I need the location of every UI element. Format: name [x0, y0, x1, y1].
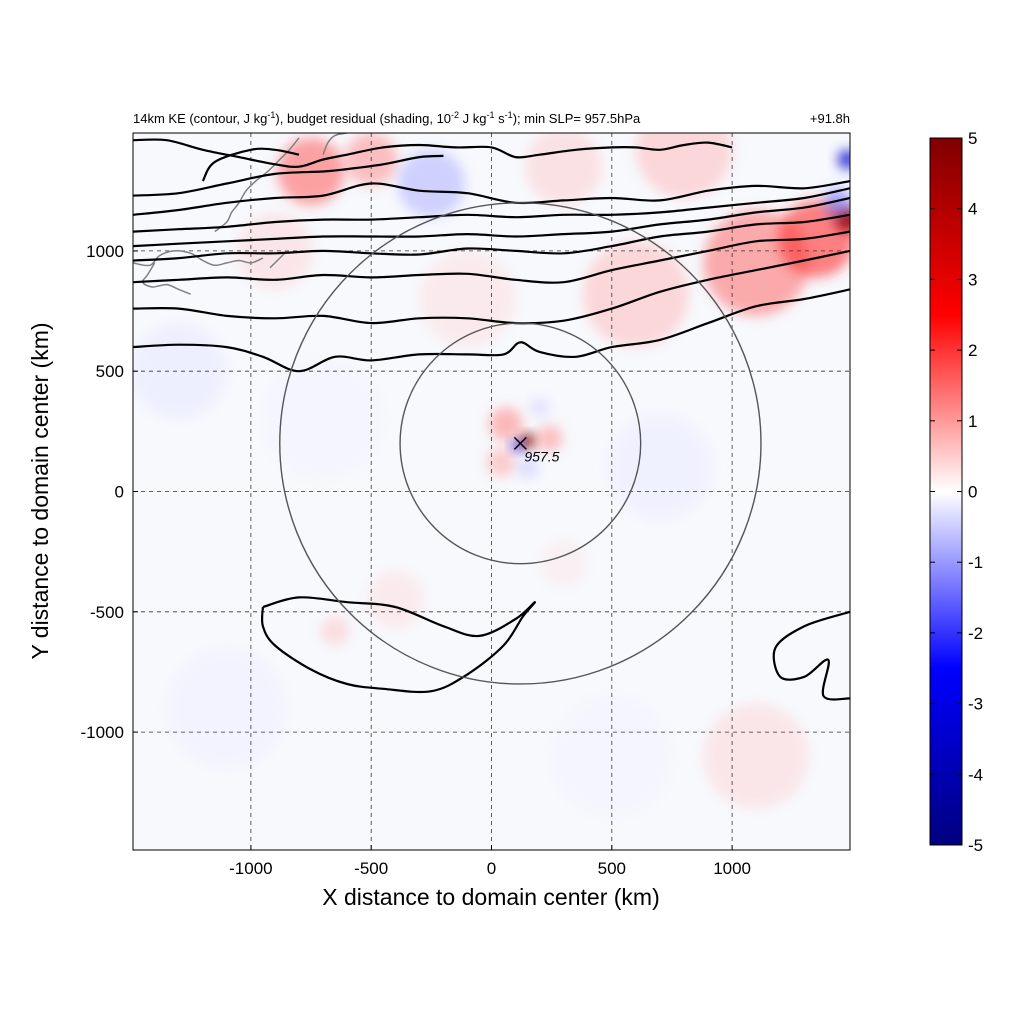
residual-spot — [489, 407, 523, 441]
colorbar-tick-label: 2 — [968, 341, 977, 360]
x-axis-label: X distance to domain center (km) — [322, 884, 659, 910]
colorbar-tick-label: 5 — [968, 129, 977, 148]
residual-spot — [133, 323, 227, 420]
y-tick-label: -1000 — [81, 723, 124, 742]
y-tick-label: 500 — [96, 362, 124, 381]
y-axis-ticks: -1000 -500 0 500 1000 — [81, 242, 138, 742]
residual-spot — [419, 250, 516, 348]
radius-circle — [279, 202, 762, 685]
y-axis-label: Y distance to domain center (km) — [27, 322, 53, 659]
x-axis-ticks: -1000 -500 0 500 1000 — [229, 845, 751, 878]
ke-contour-line — [133, 213, 850, 262]
ke-contour-line — [133, 180, 850, 216]
residual-spot — [236, 212, 314, 290]
residual-spot — [582, 241, 689, 348]
ke-contour-line — [133, 154, 444, 197]
residual-spot — [539, 539, 588, 588]
residual-spot — [486, 448, 516, 478]
residual-spot — [510, 439, 523, 452]
residual-spot — [703, 703, 810, 810]
ke-contour-closed — [260, 596, 536, 694]
ke-contours — [133, 138, 850, 701]
ke-contour-line — [133, 187, 850, 233]
ke-contour-line — [133, 230, 850, 284]
ke-contour-line — [201, 147, 300, 182]
residual-spot — [823, 188, 850, 218]
residual-spot — [366, 570, 425, 629]
colorbar-tick-label: -4 — [968, 765, 983, 784]
residual-spot — [262, 359, 384, 480]
plot-area: 957.5 — [132, 132, 851, 851]
y-tick-label: -500 — [90, 603, 124, 622]
colorbar-tick-label: -3 — [968, 695, 983, 714]
ke-contour-line — [133, 196, 850, 248]
residual-spot — [536, 425, 563, 452]
storm-center: 957.5 — [513, 436, 560, 464]
residual-shading — [133, 133, 850, 817]
radius-circles — [279, 202, 762, 685]
colorbar-tick-label: -5 — [968, 836, 983, 855]
radius-circle — [399, 322, 642, 565]
residual-spot — [397, 149, 466, 218]
ke-contour-line — [133, 288, 850, 373]
residual-spot — [516, 456, 539, 479]
colorbar-tick-label: 3 — [968, 270, 977, 289]
y-tick-label: 0 — [115, 483, 124, 502]
storm-center-marker — [513, 436, 527, 450]
residual-spot — [551, 696, 672, 817]
residual-spot — [837, 149, 850, 170]
colorbar-tick-label: 4 — [968, 200, 977, 219]
residual-spot — [525, 133, 603, 206]
chart-title: 14km KE (contour, J kg-1), budget residu… — [133, 110, 641, 126]
ke-contour-line — [133, 249, 850, 325]
x-tick-label: -1000 — [229, 859, 272, 878]
colorbar-tick-label: -1 — [968, 553, 983, 572]
colorbar: -5 -4 -3 -2 -1 0 1 2 3 4 5 — [929, 129, 983, 855]
residual-spot — [606, 414, 713, 521]
coastline-segment — [322, 133, 348, 155]
y-tick-label: 1000 — [86, 242, 124, 261]
colorbar-tick-label: -2 — [968, 624, 983, 643]
residual-spot — [166, 647, 287, 769]
x-tick-label: 0 — [487, 859, 496, 878]
center-cross-b — [513, 436, 527, 450]
residual-spot — [320, 616, 350, 646]
x-tick-label: -500 — [354, 859, 388, 878]
coastline-segment — [214, 137, 300, 233]
storm-center-label: 957.5 — [524, 448, 559, 464]
colorbar-ticks: -5 -4 -3 -2 -1 0 1 2 3 4 5 — [930, 129, 983, 855]
residual-spot — [520, 433, 535, 449]
time-label: +91.8h — [810, 111, 850, 126]
residual-spot — [529, 397, 550, 417]
residual-spot — [777, 200, 850, 278]
colorbar-tick-label: 1 — [968, 412, 977, 431]
ke-contour-line — [133, 138, 733, 168]
colorbar-gradient — [929, 137, 963, 846]
ke-contour-closed — [772, 610, 850, 701]
colorbar-tick-label: 0 — [968, 483, 977, 502]
coastline-segment — [141, 262, 191, 295]
x-tick-label: 1000 — [713, 859, 751, 878]
x-tick-label: 500 — [598, 859, 626, 878]
